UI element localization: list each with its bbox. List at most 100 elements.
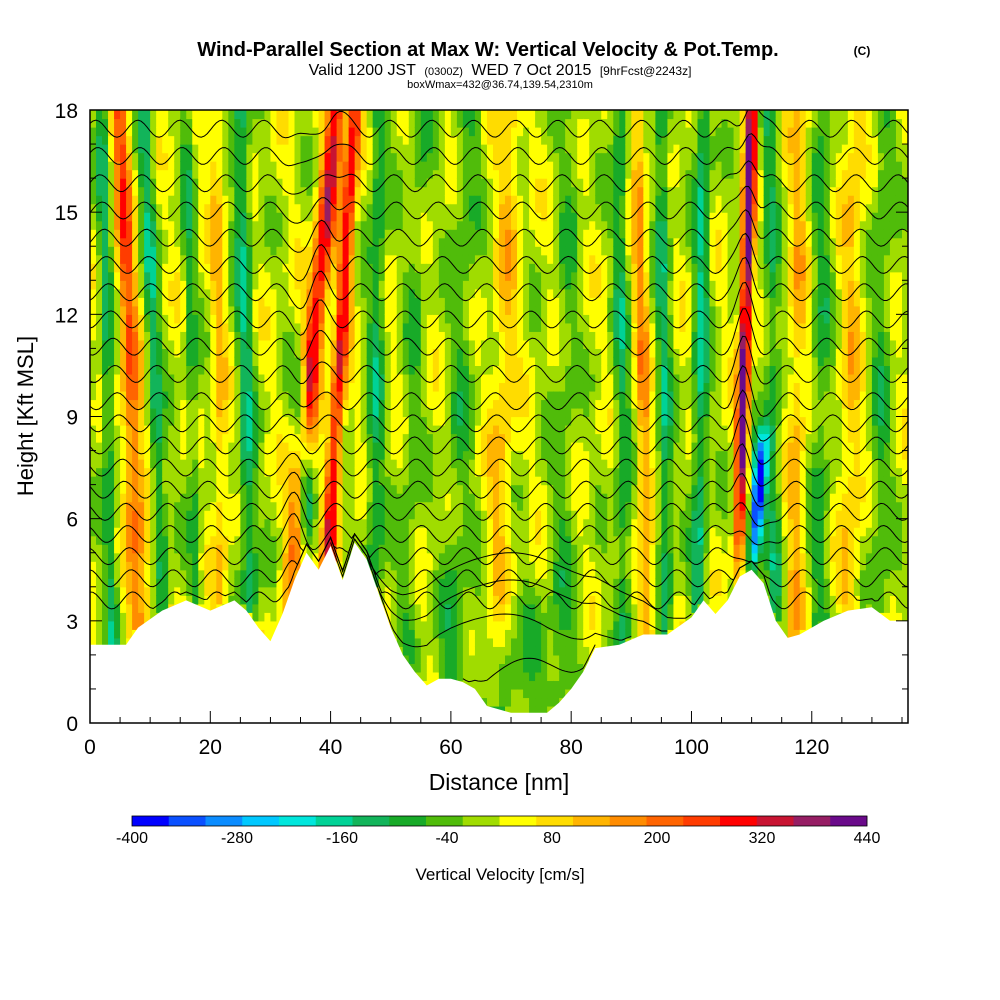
velocity-cell bbox=[162, 339, 169, 349]
velocity-cell bbox=[342, 229, 350, 239]
velocity-cell bbox=[120, 144, 127, 154]
velocity-cell bbox=[426, 373, 434, 384]
velocity-cell bbox=[186, 569, 193, 579]
velocity-cell bbox=[426, 135, 434, 145]
velocity-cell bbox=[222, 578, 229, 588]
velocity-cell bbox=[198, 535, 205, 545]
velocity-cell bbox=[198, 246, 205, 256]
velocity-cell bbox=[234, 552, 241, 562]
velocity-cell bbox=[408, 629, 416, 639]
velocity-cell bbox=[480, 501, 488, 511]
velocity-cell bbox=[300, 339, 308, 349]
velocity-cell bbox=[306, 322, 314, 332]
velocity-cell bbox=[312, 135, 320, 145]
velocity-cell bbox=[468, 493, 476, 503]
velocity-cell bbox=[306, 433, 314, 443]
velocity-cell bbox=[342, 127, 350, 137]
velocity-cell bbox=[300, 390, 308, 401]
velocity-cell bbox=[444, 416, 452, 426]
velocity-cell bbox=[108, 459, 115, 469]
velocity-cell bbox=[90, 152, 97, 162]
velocity-cell bbox=[438, 246, 446, 256]
velocity-cell bbox=[204, 365, 211, 375]
velocity-cell bbox=[264, 416, 272, 426]
velocity-cell bbox=[342, 152, 350, 162]
velocity-cell bbox=[150, 288, 157, 298]
velocity-cell bbox=[426, 127, 434, 137]
velocity-cell bbox=[210, 237, 217, 247]
velocity-cell bbox=[264, 476, 272, 486]
velocity-cell bbox=[180, 484, 187, 494]
velocity-cell bbox=[414, 280, 422, 290]
velocity-cell bbox=[330, 135, 338, 145]
velocity-cell bbox=[240, 544, 247, 554]
velocity-cell bbox=[120, 501, 127, 511]
velocity-cell bbox=[426, 442, 434, 452]
velocity-cell bbox=[246, 118, 253, 128]
velocity-cell bbox=[90, 356, 97, 367]
velocity-cell bbox=[468, 425, 476, 435]
velocity-cell bbox=[384, 169, 392, 179]
velocity-cell bbox=[282, 365, 290, 375]
velocity-cell bbox=[162, 501, 169, 511]
velocity-cell bbox=[499, 348, 506, 358]
velocity-cell bbox=[96, 637, 103, 647]
velocity-cell bbox=[450, 629, 458, 639]
velocity-cell bbox=[330, 263, 338, 273]
velocity-cell bbox=[396, 373, 404, 384]
velocity-cell bbox=[90, 178, 97, 188]
velocity-cell bbox=[156, 501, 163, 511]
velocity-cell bbox=[462, 603, 470, 613]
velocity-cell bbox=[114, 339, 121, 349]
velocity-cell bbox=[120, 297, 127, 307]
velocity-cell bbox=[468, 407, 476, 418]
velocity-cell bbox=[210, 195, 217, 205]
velocity-cell bbox=[480, 416, 488, 426]
velocity-cell bbox=[150, 450, 157, 460]
velocity-cell bbox=[462, 654, 470, 664]
velocity-cell bbox=[480, 390, 488, 401]
velocity-cell bbox=[432, 442, 440, 452]
velocity-cell bbox=[234, 331, 241, 341]
velocity-cell bbox=[252, 161, 260, 171]
velocity-cell bbox=[438, 552, 446, 562]
velocity-cell bbox=[312, 518, 320, 528]
velocity-cell bbox=[462, 527, 470, 537]
velocity-cell bbox=[96, 493, 103, 503]
velocity-cell bbox=[234, 510, 241, 520]
velocity-cell bbox=[264, 527, 272, 537]
velocity-cell bbox=[276, 297, 284, 307]
velocity-cell bbox=[96, 220, 103, 230]
velocity-cell bbox=[168, 263, 175, 273]
velocity-cell bbox=[486, 339, 494, 349]
velocity-cell bbox=[348, 305, 356, 315]
velocity-cell bbox=[420, 110, 428, 120]
velocity-cell bbox=[456, 510, 464, 520]
velocity-cell bbox=[402, 407, 410, 418]
velocity-cell bbox=[336, 331, 344, 341]
velocity-cell bbox=[156, 339, 163, 349]
velocity-cell bbox=[198, 195, 205, 205]
velocity-cell bbox=[108, 135, 115, 145]
velocity-cell bbox=[336, 288, 344, 298]
velocity-cell bbox=[282, 305, 290, 315]
velocity-cell bbox=[174, 212, 181, 222]
velocity-cell bbox=[402, 161, 410, 171]
velocity-cell bbox=[438, 339, 446, 349]
velocity-cell bbox=[264, 280, 272, 290]
velocity-cell bbox=[96, 467, 103, 477]
velocity-cell bbox=[396, 203, 404, 213]
velocity-cell bbox=[474, 118, 482, 128]
velocity-cell bbox=[474, 246, 482, 256]
velocity-cell bbox=[426, 365, 434, 375]
velocity-cell bbox=[462, 195, 470, 205]
velocity-cell bbox=[432, 246, 440, 256]
velocity-cell bbox=[450, 459, 458, 469]
velocity-cell bbox=[384, 595, 392, 605]
velocity-cell bbox=[450, 110, 458, 120]
velocity-cell bbox=[258, 152, 266, 162]
velocity-cell bbox=[120, 637, 127, 647]
velocity-cell bbox=[90, 127, 97, 137]
velocity-cell bbox=[456, 178, 464, 188]
velocity-cell bbox=[372, 459, 380, 469]
